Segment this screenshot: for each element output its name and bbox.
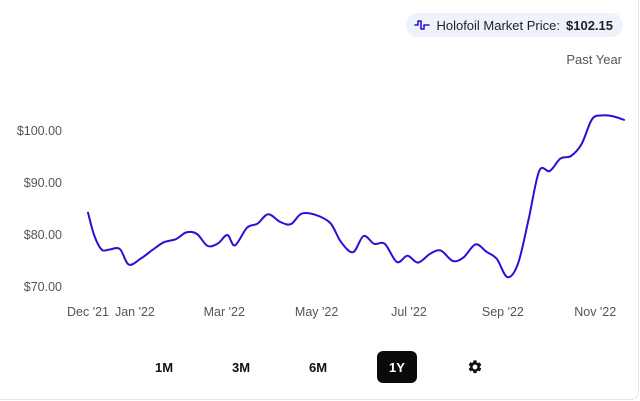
gear-icon xyxy=(468,360,482,374)
market-price-badge: Holofoil Market Price: $102.15 xyxy=(406,13,623,37)
price-line-chart[interactable]: $70.00 $80.00 $90.00 $100.00 Dec '21 Jan '22 M… xyxy=(0,0,640,330)
x-tick-label: Mar '22 xyxy=(204,305,245,319)
y-tick-label: $90.00 xyxy=(24,176,62,190)
period-1y-button[interactable]: 1Y xyxy=(377,351,417,383)
period-3m-button[interactable]: 3M xyxy=(231,359,251,375)
x-tick-label: Sep '22 xyxy=(482,305,524,319)
settings-button[interactable] xyxy=(463,351,487,383)
period-1m-button[interactable]: 1M xyxy=(154,359,174,375)
y-tick-label: $100.00 xyxy=(17,124,62,138)
period-selector: 1M 3M 6M 1Y xyxy=(0,351,640,383)
x-tick-label: May '22 xyxy=(295,305,338,319)
y-tick-label: $80.00 xyxy=(24,228,62,242)
waveform-icon xyxy=(414,20,431,30)
y-tick-label: $70.00 xyxy=(24,280,62,294)
market-price-label: Holofoil Market Price: xyxy=(436,17,560,33)
x-tick-label: Nov '22 xyxy=(574,305,616,319)
range-label: Past Year xyxy=(566,52,622,67)
market-price-value: $102.15 xyxy=(566,17,613,33)
x-tick-label: Jul '22 xyxy=(391,305,427,319)
period-6m-button[interactable]: 6M xyxy=(308,359,328,375)
x-tick-label: Jan '22 xyxy=(115,305,155,319)
x-tick-label: Dec '21 xyxy=(67,305,109,319)
price-series-line xyxy=(87,114,625,279)
